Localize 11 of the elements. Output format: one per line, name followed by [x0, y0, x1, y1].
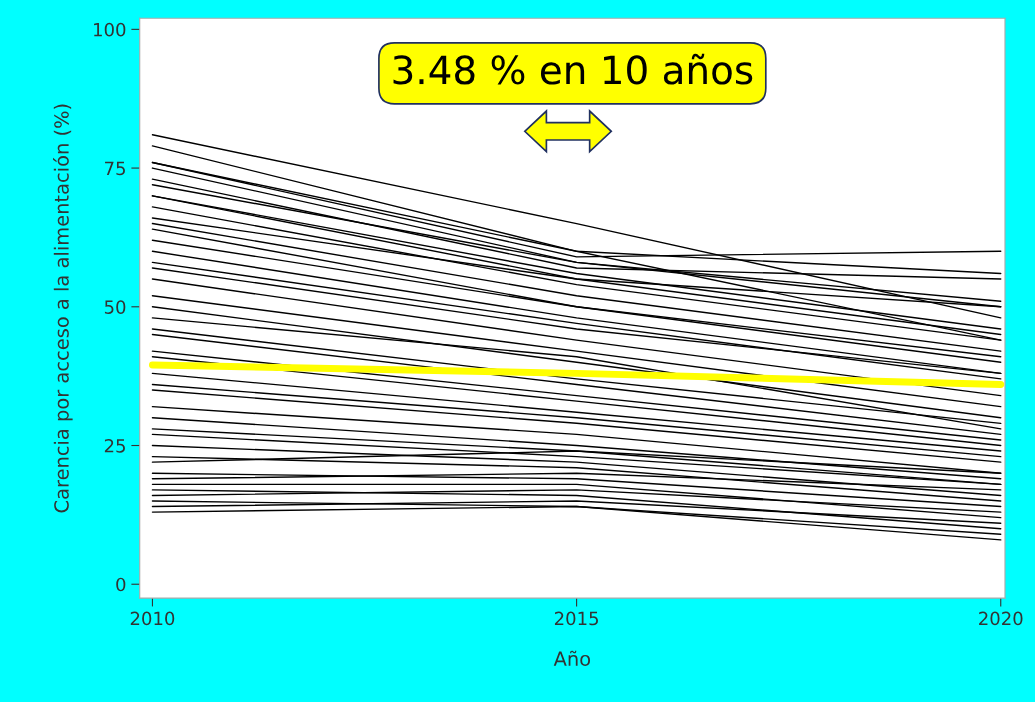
- y-tick-label: 100: [94, 22, 126, 37]
- y-tick-label: 50: [104, 300, 126, 314]
- x-tick-label: 2020: [979, 611, 1023, 626]
- y-axis-title: Carencia por acceso a la alimentación (%): [53, 104, 73, 513]
- y-tick-label: 25: [104, 438, 125, 453]
- x-tick-label: 2010: [130, 611, 175, 626]
- y-tick-label: 75: [105, 161, 125, 176]
- annotation: 3.48 % en 10 años: [393, 53, 753, 85]
- x-axis-title: Año: [553, 650, 591, 667]
- y-tick-label: 0: [116, 577, 126, 592]
- x-tick-label: 2015: [554, 611, 598, 626]
